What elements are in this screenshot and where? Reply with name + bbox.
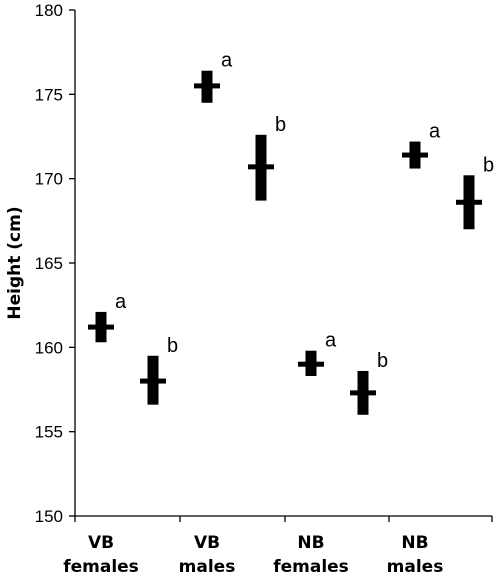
y-tick-label: 155: [35, 423, 63, 442]
category-label-line1: NB: [401, 533, 428, 553]
significance-letter: b: [167, 335, 178, 357]
y-tick-label: 160: [35, 338, 63, 357]
mean-marker: [350, 390, 376, 396]
category-label-line2: females: [63, 557, 139, 577]
category-label-line2: males: [387, 557, 444, 577]
significance-letter: b: [275, 114, 286, 136]
category-label-line1: VB: [194, 533, 220, 553]
mean-marker: [402, 152, 428, 158]
mean-marker: [298, 361, 324, 367]
y-tick-label: 150: [35, 507, 63, 526]
mean-marker: [248, 164, 274, 170]
y-tick-label: 170: [35, 170, 63, 189]
significance-letter: a: [429, 121, 441, 143]
labels: Height (cm) VB females VB males NB females NB ma…: [5, 50, 494, 577]
y-tick-label: 180: [35, 1, 63, 20]
category-label-line1: VB: [88, 533, 114, 553]
mean-marker: [140, 378, 166, 384]
category-label-line1: NB: [297, 533, 324, 553]
mean-marker: [88, 324, 114, 330]
y-axis-title: Height (cm): [5, 206, 25, 319]
significance-letter: a: [115, 291, 127, 313]
mean-marker: [194, 83, 220, 89]
significance-letter: b: [377, 350, 388, 372]
axes: 150 155 160 165 170 175 180: [35, 1, 493, 526]
data-marks: [88, 70, 482, 415]
category-label-line2: males: [179, 557, 236, 577]
significance-letter: a: [221, 50, 233, 72]
y-tick-label: 165: [35, 254, 63, 273]
y-tick-label: 175: [35, 85, 63, 104]
mean-marker: [456, 199, 482, 205]
category-label-line2: females: [273, 557, 349, 577]
significance-letter: b: [483, 154, 494, 176]
significance-letter: a: [325, 330, 337, 352]
